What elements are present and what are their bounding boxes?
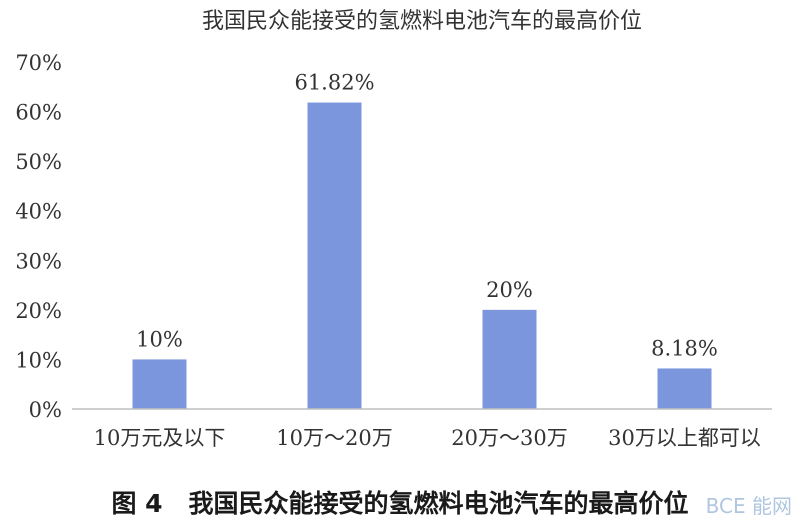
y-tick-label: 30% xyxy=(15,249,62,273)
y-tick-label: 60% xyxy=(15,101,62,125)
x-tick-label: 10万～20万 xyxy=(276,426,392,450)
figure-number: 图 4 xyxy=(111,489,163,518)
x-tick-label: 10万元及以下 xyxy=(94,426,226,450)
bar xyxy=(132,359,187,409)
y-tick-label: 40% xyxy=(15,200,62,224)
y-tick-label: 50% xyxy=(15,150,62,174)
figure-caption-text: 我国民众能接受的氢燃料电池汽车的最高价位 xyxy=(188,489,689,518)
bar xyxy=(657,368,712,409)
y-tick-label: 10% xyxy=(15,348,62,372)
y-tick-label: 0% xyxy=(29,398,62,422)
x-tick-label: 30万以上都可以 xyxy=(608,426,761,450)
x-tick-label: 20万～30万 xyxy=(451,426,567,450)
watermark-logo: BCE 能网 xyxy=(705,494,792,518)
data-label: 20% xyxy=(486,278,533,302)
x-axis: 10万元及以下 10万～20万 20万～30万 30万以上都可以 xyxy=(72,408,772,450)
y-axis: 0% 10% 20% 30% 40% 50% 60% 70% xyxy=(15,51,62,422)
data-label: 61.82% xyxy=(294,71,374,95)
data-label: 8.18% xyxy=(651,336,718,360)
chart-title: 我国民众能接受的氢燃料电池汽车的最高价位 xyxy=(202,9,642,34)
y-tick-label: 70% xyxy=(15,51,62,75)
bar xyxy=(482,309,537,409)
bar-chart: 我国民众能接受的氢燃料电池汽车的最高价位 0% 10% 20% 30% 40% 50% 60… xyxy=(15,9,772,450)
data-label: 10% xyxy=(136,327,183,351)
y-tick-label: 20% xyxy=(15,299,62,323)
bars-group: 10% 61.82% 20% 8.18% xyxy=(132,71,718,409)
figure-caption: 图 4 我国民众能接受的氢燃料电池汽车的最高价位 xyxy=(0,484,800,520)
bar xyxy=(307,102,362,409)
